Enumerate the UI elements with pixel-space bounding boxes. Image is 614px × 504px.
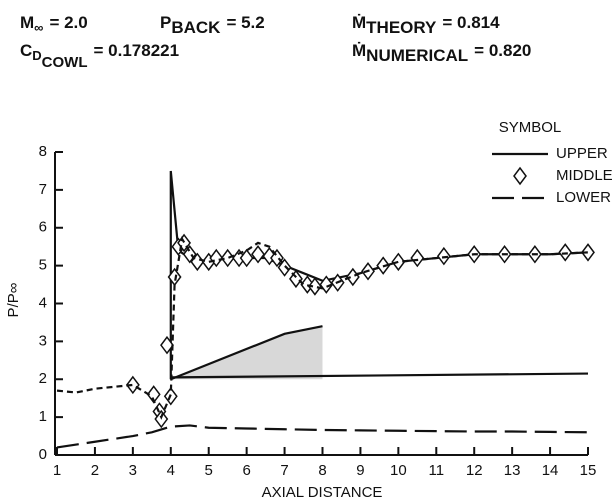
y-tick-label: 1 <box>39 408 47 425</box>
annotation-subscript: COWL <box>42 54 88 71</box>
annotation-subscript: THEORY <box>366 18 437 37</box>
annotation-value: = 2.0 <box>49 13 87 32</box>
x-tick-label: 9 <box>356 462 364 479</box>
y-tick-label: 8 <box>39 143 47 160</box>
data-point <box>125 375 140 395</box>
annotation: ṀTHEORY = 0.814 <box>352 13 500 37</box>
x-tick-label: 3 <box>129 462 137 479</box>
annotation-base: Ṁ <box>352 41 366 60</box>
shaded-region <box>170 326 323 380</box>
data-point <box>581 243 595 262</box>
data-line <box>170 372 589 379</box>
x-tick-label: 5 <box>205 462 213 479</box>
annotation-subscript: ∞ <box>34 20 43 35</box>
x-tick-label: 11 <box>428 462 444 479</box>
data-point <box>251 245 265 264</box>
y-tick-label: 0 <box>39 446 47 463</box>
data-point <box>277 258 292 277</box>
data-point <box>289 269 303 289</box>
data-point <box>558 243 573 262</box>
y-axis-label: P/P∞ <box>5 282 22 317</box>
x-tick-label: 8 <box>318 462 326 479</box>
x-tick-label: 1 <box>53 462 61 479</box>
data-point <box>307 277 322 296</box>
legend-label: MIDDLE <box>556 167 613 184</box>
y-tick-label: 3 <box>39 332 47 349</box>
annotation-value: = 0.814 <box>442 13 500 32</box>
data-line <box>169 170 589 380</box>
annotation-base: C <box>20 41 32 60</box>
annotation-value: = 5.2 <box>226 13 264 32</box>
y-tick-label: 6 <box>39 219 47 236</box>
x-tick-label: 6 <box>242 462 250 479</box>
y-tick-label: 2 <box>39 370 47 387</box>
x-tick-label: 7 <box>280 462 288 479</box>
data-point <box>209 248 224 268</box>
y-tick-label: 5 <box>39 257 47 274</box>
annotation: ṀNUMERICAL = 0.820 <box>352 41 531 65</box>
data-line <box>170 325 323 381</box>
legend-label: UPPER <box>556 145 608 162</box>
y-tick-label: 7 <box>39 181 47 198</box>
data-point <box>239 248 254 268</box>
x-tick-label: 10 <box>390 462 407 479</box>
annotation-subscript: NUMERICAL <box>366 46 468 65</box>
x-tick-label: 12 <box>466 462 483 479</box>
legend-label: LOWER <box>556 189 611 206</box>
data-line <box>56 424 589 449</box>
annotation-value: = 0.820 <box>474 41 531 60</box>
data-point <box>319 275 334 294</box>
y-tick-label: 4 <box>39 294 47 311</box>
x-tick-label: 13 <box>504 462 521 479</box>
legend-marker <box>513 166 527 186</box>
annotation-base: M <box>20 13 34 32</box>
x-tick-label: 15 <box>580 462 597 479</box>
data-point <box>160 335 174 355</box>
data-point <box>391 252 406 272</box>
annotation-base: Ṁ <box>352 13 366 32</box>
x-tick-label: 14 <box>542 462 559 479</box>
x-tick-label: 4 <box>167 462 175 479</box>
x-tick-label: 2 <box>91 462 99 479</box>
x-axis-label: AXIAL DISTANCE <box>262 484 383 501</box>
annotation-value: = 0.178221 <box>94 41 180 60</box>
data-point <box>436 246 451 266</box>
data-point <box>182 245 197 264</box>
annotation-subscript: BACK <box>171 18 221 37</box>
data-line <box>56 235 589 420</box>
annotation-subscript: D <box>32 48 41 63</box>
annotation: M∞ = 2.0 <box>20 13 88 35</box>
annotation: CDCOWL = 0.178221 <box>20 41 179 70</box>
annotation-base: P <box>160 13 171 32</box>
annotation: PBACK = 5.2 <box>160 13 265 37</box>
data-point <box>410 248 425 268</box>
legend-title: SYMBOL <box>499 119 562 136</box>
